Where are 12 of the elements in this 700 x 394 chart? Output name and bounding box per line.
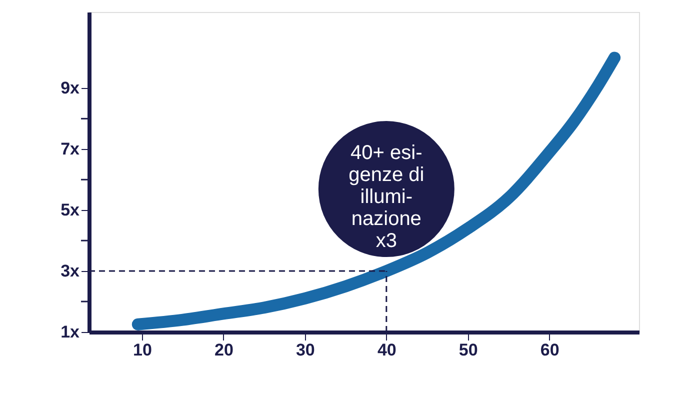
x-tick-label: 50 xyxy=(458,340,478,360)
x-tick-label: 20 xyxy=(214,340,234,360)
y-tick-label: 3x xyxy=(60,262,80,281)
y-tick-label: 9x xyxy=(60,78,80,98)
x-tick-label: 30 xyxy=(296,340,315,360)
x-tick-label: 60 xyxy=(540,340,560,360)
annotation: 40+ esi- genze di illumi- nazione x3 xyxy=(348,142,424,252)
y-tick-label: 1x xyxy=(60,322,80,342)
y-tick-label: 7x xyxy=(60,140,80,159)
y-tick-label: 5x xyxy=(60,200,80,220)
x-tick-label: 40 xyxy=(377,340,396,360)
x-tick-label: 10 xyxy=(133,340,152,360)
